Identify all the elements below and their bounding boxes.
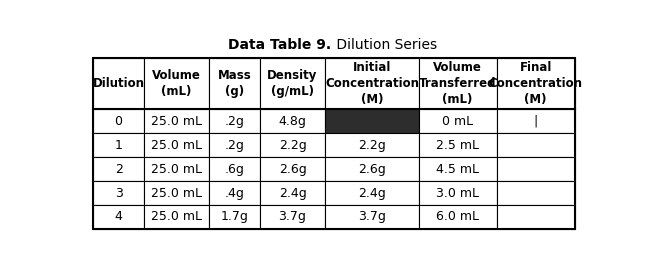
Text: 2.2g: 2.2g bbox=[358, 139, 386, 152]
Text: Mass
(g): Mass (g) bbox=[217, 69, 252, 98]
Text: 2.6g: 2.6g bbox=[358, 163, 386, 176]
Text: 2.4g: 2.4g bbox=[358, 186, 386, 200]
Bar bbox=[419, 181, 497, 205]
Bar bbox=[144, 205, 210, 229]
Bar bbox=[259, 133, 325, 157]
Text: 3.7g: 3.7g bbox=[358, 210, 386, 223]
Bar bbox=[210, 205, 259, 229]
Bar bbox=[144, 157, 210, 181]
Text: 6.0 mL: 6.0 mL bbox=[436, 210, 479, 223]
Text: Density
(g/mL): Density (g/mL) bbox=[267, 69, 318, 98]
Bar bbox=[93, 181, 144, 205]
Bar bbox=[259, 58, 325, 109]
Text: 1: 1 bbox=[115, 139, 122, 152]
Bar bbox=[144, 133, 210, 157]
Bar bbox=[497, 181, 575, 205]
Text: Dilution: Dilution bbox=[93, 77, 145, 90]
Text: .6g: .6g bbox=[225, 163, 245, 176]
Bar bbox=[259, 157, 325, 181]
Text: 2.6g: 2.6g bbox=[279, 163, 307, 176]
Text: 25.0 mL: 25.0 mL bbox=[151, 163, 202, 176]
Bar bbox=[93, 109, 144, 133]
Bar bbox=[419, 109, 497, 133]
Text: .4g: .4g bbox=[225, 186, 245, 200]
Bar bbox=[497, 205, 575, 229]
Bar bbox=[144, 181, 210, 205]
Text: 4.8g: 4.8g bbox=[279, 115, 307, 128]
Bar bbox=[93, 205, 144, 229]
Bar bbox=[93, 133, 144, 157]
Bar bbox=[93, 58, 575, 229]
Text: 2.5 mL: 2.5 mL bbox=[436, 139, 479, 152]
Bar bbox=[497, 157, 575, 181]
Text: 3: 3 bbox=[115, 186, 122, 200]
Text: 25.0 mL: 25.0 mL bbox=[151, 210, 202, 223]
Bar bbox=[419, 205, 497, 229]
Bar bbox=[325, 181, 419, 205]
Bar bbox=[259, 181, 325, 205]
Bar bbox=[210, 157, 259, 181]
Text: 4.5 mL: 4.5 mL bbox=[436, 163, 479, 176]
Bar bbox=[497, 58, 575, 109]
Text: 1.7g: 1.7g bbox=[221, 210, 248, 223]
Text: 2.4g: 2.4g bbox=[279, 186, 307, 200]
Text: 0 mL: 0 mL bbox=[442, 115, 473, 128]
Bar bbox=[259, 109, 325, 133]
Bar bbox=[497, 133, 575, 157]
Bar bbox=[325, 109, 419, 133]
Bar bbox=[325, 205, 419, 229]
Bar bbox=[325, 133, 419, 157]
Text: Volume
Transferred
(mL): Volume Transferred (mL) bbox=[419, 61, 496, 106]
Text: Volume
(mL): Volume (mL) bbox=[152, 69, 201, 98]
Bar bbox=[259, 205, 325, 229]
Text: .2g: .2g bbox=[225, 139, 245, 152]
Text: 25.0 mL: 25.0 mL bbox=[151, 115, 202, 128]
Text: 25.0 mL: 25.0 mL bbox=[151, 139, 202, 152]
Bar bbox=[497, 109, 575, 133]
Text: 3.7g: 3.7g bbox=[279, 210, 307, 223]
Bar bbox=[93, 157, 144, 181]
Bar bbox=[419, 58, 497, 109]
Text: Final
Concentration
(M): Final Concentration (M) bbox=[488, 61, 583, 106]
Text: Dilution Series: Dilution Series bbox=[332, 38, 437, 52]
Bar bbox=[210, 181, 259, 205]
Bar bbox=[210, 58, 259, 109]
Text: 25.0 mL: 25.0 mL bbox=[151, 186, 202, 200]
Text: Data Table 9.: Data Table 9. bbox=[228, 38, 332, 52]
Bar bbox=[325, 157, 419, 181]
Bar bbox=[210, 109, 259, 133]
Bar bbox=[419, 133, 497, 157]
Text: 3.0 mL: 3.0 mL bbox=[436, 186, 479, 200]
Text: Initial
Concentration
(M): Initial Concentration (M) bbox=[325, 61, 419, 106]
Bar bbox=[93, 58, 144, 109]
Bar bbox=[419, 157, 497, 181]
Text: .2g: .2g bbox=[225, 115, 245, 128]
Bar bbox=[144, 58, 210, 109]
Bar bbox=[210, 133, 259, 157]
Text: |: | bbox=[534, 115, 538, 128]
Text: 2: 2 bbox=[115, 163, 122, 176]
Text: 2.2g: 2.2g bbox=[279, 139, 307, 152]
Text: 4: 4 bbox=[115, 210, 122, 223]
Text: 0: 0 bbox=[115, 115, 123, 128]
Bar bbox=[144, 109, 210, 133]
Bar bbox=[325, 58, 419, 109]
